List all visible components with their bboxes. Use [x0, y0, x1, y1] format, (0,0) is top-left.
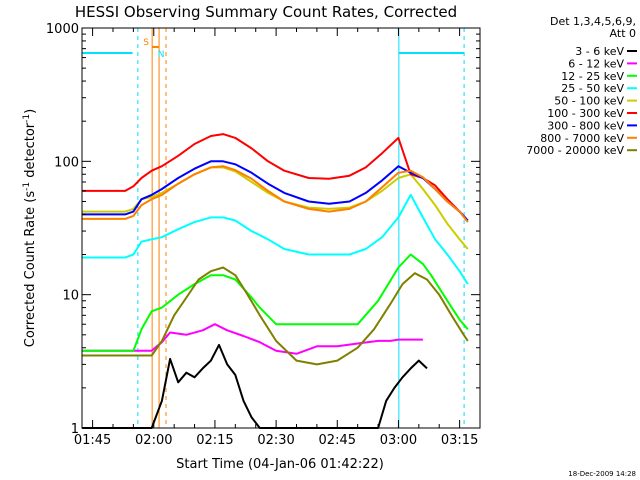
night-flag-label: N: [158, 50, 165, 60]
x-tick-label-5: 03:00: [380, 433, 417, 448]
series-line-1: [82, 323, 423, 355]
legend-label-8: 7000 - 20000 keV: [526, 144, 624, 157]
plot-area: SN 01:45 02:00 02:15 02:30 02:45 03:00 03:15 1 1…: [46, 22, 481, 448]
saa-flag-label: S: [143, 38, 149, 48]
legend-label-1: 6 - 12 keV: [568, 57, 624, 70]
y-axis-label-sup1: -1: [22, 182, 32, 191]
generated-timestamp: 18-Dec-2009 14:28: [568, 470, 636, 478]
legend-label-5: 100 - 300 keV: [547, 107, 624, 120]
legend-label-7: 800 - 7000 keV: [540, 132, 624, 145]
series-line-0: [82, 343, 428, 429]
y-tick-label-3: 1000: [46, 22, 79, 37]
observing-flags: SN: [81, 28, 465, 428]
series-line-8: [82, 266, 469, 366]
x-tick-label-3: 02:30: [257, 433, 294, 448]
y-tick-label-0: 1: [71, 422, 79, 437]
legend-header-line1: Det 1,3,4,5,6,9,: [550, 15, 636, 28]
series-line-6: [82, 160, 469, 222]
legend-label-2: 12 - 25 keV: [561, 70, 624, 83]
plot-frame: [81, 27, 481, 429]
series-line-7: [82, 165, 469, 223]
y-axis-label-sup2: -1: [22, 114, 32, 123]
legend-label-0: 3 - 6 keV: [575, 45, 624, 58]
series-line-2: [82, 253, 469, 352]
y-axis-label-mid: detector: [23, 122, 38, 182]
legend-header-line2: Att 0: [610, 27, 636, 40]
y-tick-label-2: 100: [54, 155, 79, 170]
legend-label-3: 25 - 50 keV: [561, 82, 624, 95]
y-axis-label: Corrected Count Rate (s-1 detector-1): [22, 109, 38, 347]
axis-ticks: 01:45 02:00 02:15 02:30 02:45 03:00 03:15 1 10 10…: [46, 22, 481, 448]
x-tick-label-4: 02:45: [319, 433, 356, 448]
y-axis-label-main: Corrected Count Rate (s: [23, 191, 38, 348]
chart-title: HESSI Observing Summary Count Rates, Cor…: [75, 3, 457, 21]
legend-label-6: 300 - 800 keV: [547, 119, 624, 132]
y-tick-label-1: 10: [62, 289, 79, 304]
x-tick-label-2: 02:15: [196, 433, 233, 448]
y-axis-label-end: ): [23, 109, 38, 114]
x-axis-label: Start Time (04-Jan-06 01:42:22): [176, 457, 384, 472]
legend-label-4: 50 - 100 keV: [554, 95, 624, 108]
series-line-3: [82, 193, 469, 285]
series-layer: [82, 133, 469, 429]
x-tick-label-0: 01:45: [74, 433, 111, 448]
x-tick-label-6: 03:15: [441, 433, 478, 448]
x-tick-label-1: 02:00: [135, 433, 172, 448]
